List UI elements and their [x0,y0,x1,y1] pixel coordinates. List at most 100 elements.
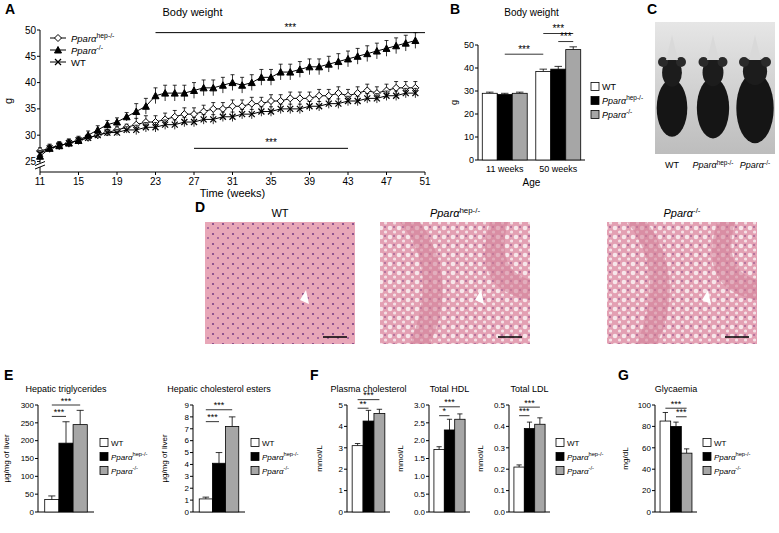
marker-shape [354,53,361,60]
marker-shape [316,63,323,69]
marker [325,92,332,99]
plot-area [482,47,580,160]
marker-shape [133,108,140,115]
y-tick [506,447,509,448]
marker [373,48,380,55]
x-tick [232,172,233,175]
error-cap [517,464,522,465]
marker-shape [181,90,188,97]
x-tick [309,172,310,175]
x-tick [348,172,349,175]
marker-shape [37,151,43,157]
marker-shape [364,95,370,101]
marker-shape [123,113,130,120]
histology-image [205,222,355,344]
y-axis [655,405,656,512]
y-tick-label: 60 [642,444,651,453]
marker-shape [239,82,246,89]
error-cap [269,106,273,107]
series-line [40,41,415,157]
x-tick-label: 50 weeks [539,164,578,174]
marker [191,111,198,118]
y-tick-label: 50 [464,40,474,50]
marker [181,119,187,125]
significance: *** [524,398,535,408]
y-tick [37,82,40,83]
error-cap [279,94,283,95]
error-cap [67,139,71,140]
error-cap [221,112,225,113]
marker-shape [374,95,380,101]
marker-shape [230,114,236,120]
bar [226,426,239,512]
panel-letter: C [647,1,657,17]
marker-shape [393,84,400,91]
marker-shape [133,127,139,133]
marker-shape [239,111,245,117]
error-cap [385,91,389,92]
error-cap [250,109,254,110]
legend-label: Pparαhep-/- [111,451,148,461]
error-cap [48,495,55,496]
y-tick-label: 35 [25,103,37,114]
marker [296,66,303,73]
marker [220,114,226,120]
marker-shape [37,151,43,157]
y-tick-label: 2 [185,484,190,493]
error-cap [134,103,138,104]
error-cap [336,53,340,54]
mouse-ear [699,57,709,67]
error-cap [154,115,158,116]
marker-shape [364,50,371,57]
y-tick [475,45,478,46]
bar [59,443,73,512]
legend-swatch [556,453,564,461]
error-cap [327,98,331,99]
x-tick-label: 39 [304,176,316,187]
marker [172,122,178,128]
error-cap [211,114,215,115]
y-tick [426,422,429,423]
legend-swatch [251,453,259,461]
error-cap [404,88,408,89]
significance: *** [560,31,572,42]
panel-letter: B [450,1,460,17]
y-tick-label: 250 [21,419,35,428]
marker-shape [335,101,341,107]
error-cap [221,77,225,78]
histology-image [380,222,530,344]
y-tick-label: 0.5 [494,401,506,410]
y-tick [506,426,509,427]
series-line [40,93,415,153]
legend-label: WT [71,57,86,68]
marker-shape [85,135,91,141]
error-cap [62,421,69,422]
marker [268,98,275,105]
marker-shape [248,100,255,107]
panel-letter: G [618,367,629,383]
marker-shape [258,74,265,81]
legend-label: Pparα-/- [71,44,103,56]
y-tick [190,488,193,489]
marker [325,61,332,68]
error-cap [173,119,177,120]
marker [307,103,313,109]
error-cap [355,443,360,444]
error-cap [663,412,668,413]
marker [393,42,400,49]
marker [287,106,293,112]
y-tick-label: 0.2 [494,465,506,474]
y-tick [506,405,509,406]
error-cap [221,102,225,103]
image-title: WT [271,207,288,219]
marker [85,135,91,141]
error-cap [163,85,167,86]
legend-swatch [591,111,599,119]
marker-shape [201,116,207,122]
marker [66,140,72,146]
error-cap [182,85,186,86]
marker [56,142,63,149]
mouse-body [657,79,688,137]
marker-shape [162,122,168,128]
y-tick-label: 2 [339,465,344,474]
